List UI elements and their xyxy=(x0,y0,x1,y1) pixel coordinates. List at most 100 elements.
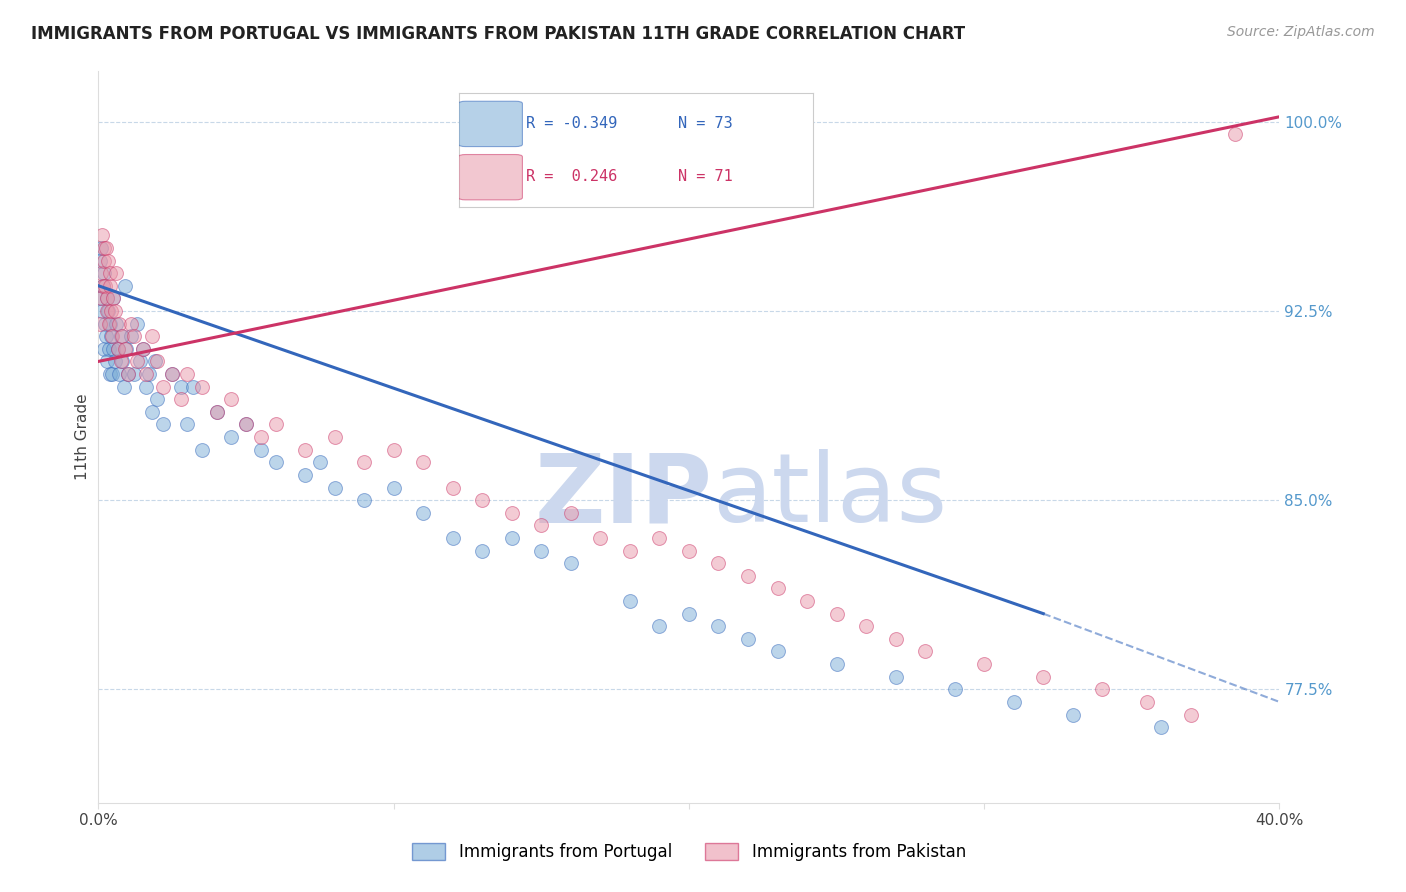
Point xyxy=(105,317,128,331)
Point xyxy=(105,266,128,280)
Point xyxy=(100,329,122,343)
Point xyxy=(1180,707,1202,722)
Point xyxy=(94,278,117,293)
Point xyxy=(93,253,115,268)
Point xyxy=(120,329,142,343)
Point xyxy=(114,278,136,293)
Point xyxy=(294,442,316,457)
Point xyxy=(560,556,582,570)
Point xyxy=(90,291,112,305)
Point xyxy=(205,405,228,419)
Point xyxy=(501,506,523,520)
Point xyxy=(152,417,174,432)
Point xyxy=(93,342,115,356)
Point xyxy=(152,379,174,393)
Point xyxy=(162,367,183,381)
Point xyxy=(96,304,118,318)
Point xyxy=(309,455,332,469)
Legend: Immigrants from Portugal, Immigrants from Pakistan: Immigrants from Portugal, Immigrants fro… xyxy=(405,836,973,868)
Point xyxy=(103,342,125,356)
Point xyxy=(146,354,169,368)
Point xyxy=(141,329,163,343)
Point xyxy=(96,291,118,305)
Point xyxy=(91,278,114,293)
Point xyxy=(111,354,134,368)
Point xyxy=(89,317,111,331)
Point xyxy=(530,518,553,533)
Point xyxy=(120,317,142,331)
Point xyxy=(176,367,198,381)
Point xyxy=(94,241,117,255)
Point xyxy=(91,278,114,293)
Point xyxy=(973,657,995,671)
Point xyxy=(93,266,115,280)
Text: IMMIGRANTS FROM PORTUGAL VS IMMIGRANTS FROM PAKISTAN 11TH GRADE CORRELATION CHAR: IMMIGRANTS FROM PORTUGAL VS IMMIGRANTS F… xyxy=(31,25,965,43)
Point xyxy=(678,607,700,621)
Point xyxy=(97,317,120,331)
Point xyxy=(141,405,163,419)
Point xyxy=(766,644,789,658)
Point xyxy=(501,531,523,545)
Point xyxy=(825,657,848,671)
Point xyxy=(98,367,121,381)
Point xyxy=(146,392,169,407)
Point xyxy=(264,417,287,432)
Point xyxy=(1150,720,1173,734)
Point xyxy=(235,417,257,432)
Point xyxy=(648,619,671,633)
Point xyxy=(94,329,117,343)
Point xyxy=(122,367,145,381)
Point xyxy=(108,367,131,381)
Text: atlas: atlas xyxy=(713,449,948,542)
Point xyxy=(884,670,907,684)
Point xyxy=(560,506,582,520)
Point xyxy=(90,241,112,255)
Point xyxy=(1032,670,1054,684)
Point xyxy=(191,442,214,457)
Point xyxy=(107,342,129,356)
Point xyxy=(530,543,553,558)
Point xyxy=(90,291,112,305)
Point xyxy=(412,455,434,469)
Point xyxy=(678,543,700,558)
Point xyxy=(914,644,936,658)
Point xyxy=(181,379,204,393)
Point xyxy=(707,556,730,570)
Point xyxy=(100,304,122,318)
Point xyxy=(855,619,877,633)
Point xyxy=(97,342,120,356)
Point xyxy=(135,379,157,393)
Text: Source: ZipAtlas.com: Source: ZipAtlas.com xyxy=(1227,25,1375,39)
Point xyxy=(96,354,118,368)
Point xyxy=(107,342,129,356)
Point xyxy=(110,354,132,368)
Point xyxy=(1091,682,1114,697)
Point xyxy=(170,392,193,407)
Point xyxy=(294,467,316,482)
Y-axis label: 11th Grade: 11th Grade xyxy=(75,393,90,481)
Point xyxy=(104,354,127,368)
Point xyxy=(117,367,139,381)
Point xyxy=(796,594,818,608)
Point xyxy=(96,291,118,305)
Text: ZIP: ZIP xyxy=(534,449,713,542)
Point xyxy=(353,455,375,469)
Point xyxy=(94,317,117,331)
Point xyxy=(382,442,405,457)
Point xyxy=(91,304,114,318)
Point xyxy=(353,493,375,508)
Point xyxy=(97,253,120,268)
Point xyxy=(441,481,464,495)
Point xyxy=(111,329,134,343)
Point xyxy=(221,392,243,407)
Point xyxy=(191,379,214,393)
Point xyxy=(766,582,789,596)
Point xyxy=(132,342,155,356)
Point xyxy=(884,632,907,646)
Point xyxy=(100,329,122,343)
Point xyxy=(589,531,612,545)
Point xyxy=(250,442,273,457)
Point xyxy=(117,367,139,381)
Point xyxy=(162,367,183,381)
Point xyxy=(143,354,166,368)
